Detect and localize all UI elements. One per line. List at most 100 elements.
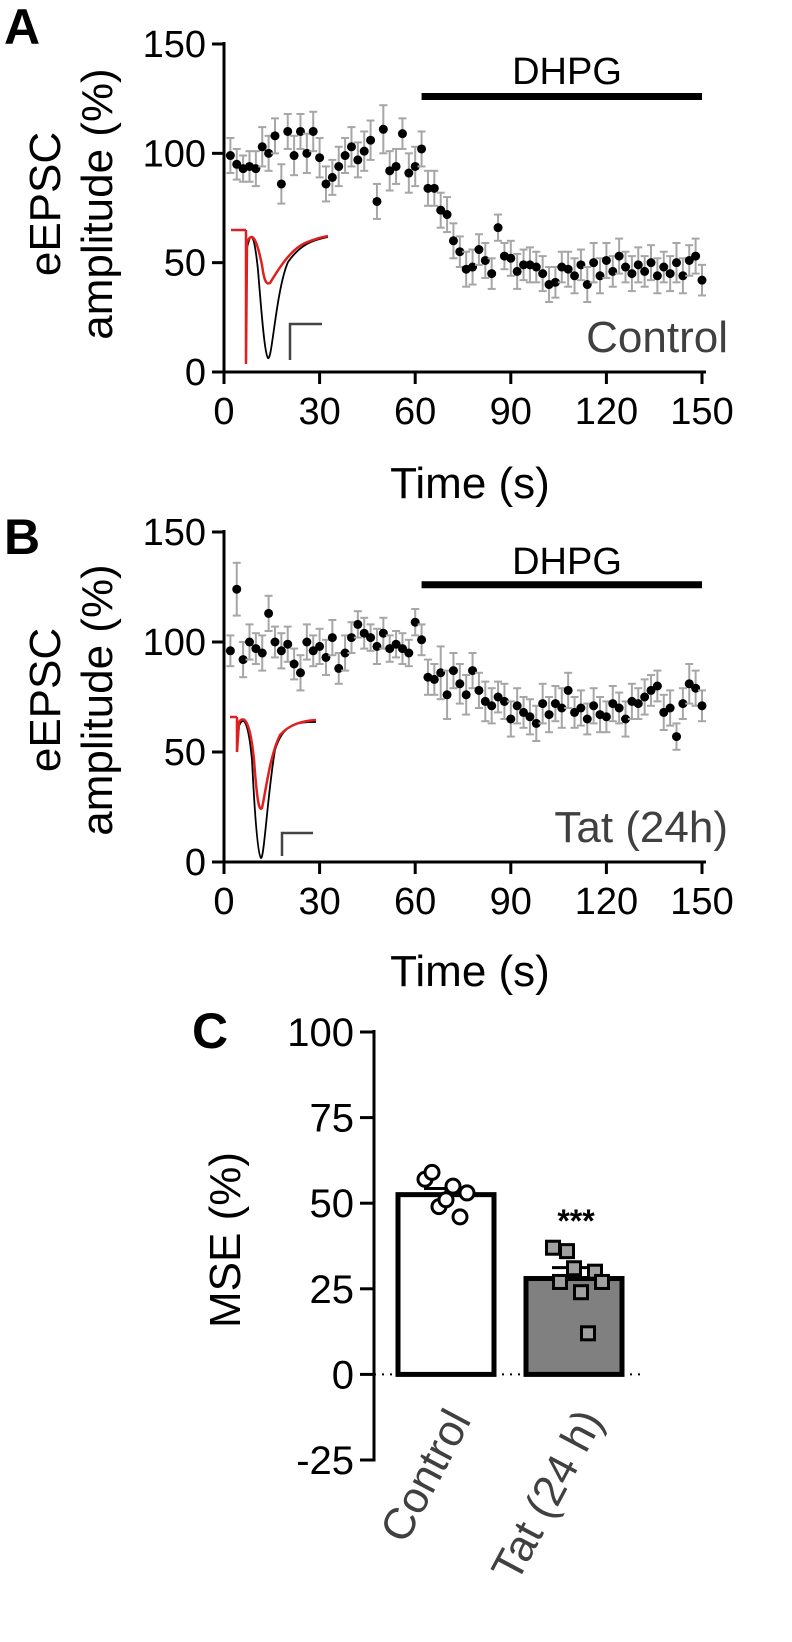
condition-label-b: Tat (24h) — [554, 803, 728, 852]
data-point-a — [589, 258, 599, 268]
data-point-b — [659, 707, 669, 717]
x-tick-label-a: 0 — [213, 391, 234, 433]
y-axis-title-a-line2: amplitude (%) — [73, 68, 122, 339]
inset-scalebar-a — [288, 322, 322, 360]
individual-point-tat — [573, 1284, 589, 1301]
data-point-a — [366, 135, 376, 145]
panel-c: C MSE (%) -25 0 25 50 75 100 *** Control Tat … — [192, 1003, 645, 1589]
data-point-a — [359, 146, 369, 156]
inset-scalebar-b — [280, 831, 313, 856]
data-point-b — [601, 712, 611, 722]
inset-trace-baseline-a — [245, 230, 329, 363]
x-axis-title-a: Time (s) — [390, 459, 550, 508]
data-point-b — [283, 639, 293, 649]
bar-control — [395, 1192, 497, 1377]
data-point-b — [417, 635, 427, 645]
x-axis-title-b: Time (s) — [390, 947, 550, 996]
data-point-a — [691, 251, 701, 261]
category-label-tat: Tat (24 h) — [482, 1402, 613, 1589]
data-point-b — [646, 685, 656, 695]
inset-trace-baseline-b — [236, 717, 317, 859]
y-tick-label-c: 100 — [287, 1011, 354, 1055]
data-point-a — [410, 161, 420, 171]
y-tick-label-c: 25 — [310, 1268, 355, 1312]
data-point-a — [595, 271, 605, 281]
data-point-a — [321, 179, 331, 189]
data-point-a — [550, 277, 560, 287]
data-point-b — [525, 712, 535, 722]
data-point-b — [506, 714, 516, 724]
data-point-a — [289, 151, 299, 161]
data-point-b — [519, 707, 529, 717]
data-point-b — [410, 617, 420, 627]
drug-label-b: DHPG — [512, 541, 622, 583]
data-point-a — [436, 205, 446, 215]
y-tick-label-b: 100 — [143, 622, 206, 664]
data-point-b — [238, 655, 248, 665]
x-tick-label-b: 150 — [670, 881, 733, 923]
data-point-b — [346, 633, 356, 643]
data-point-b — [582, 714, 592, 724]
individual-point-tat — [580, 1325, 596, 1342]
x-tick-label-a: 120 — [575, 391, 638, 433]
data-point-a — [257, 142, 267, 152]
drug-label-a: DHPG — [512, 51, 622, 93]
data-point-a — [276, 179, 286, 189]
data-point-b — [589, 701, 599, 711]
data-point-a — [353, 155, 363, 165]
data-point-b — [429, 674, 439, 684]
data-point-b — [397, 644, 407, 654]
data-point-a — [251, 164, 261, 174]
data-point-b — [366, 633, 376, 643]
y-tick-label-b: 150 — [143, 512, 206, 554]
data-point-a — [570, 271, 580, 281]
data-point-b — [295, 668, 305, 678]
y-tick-label-a: 50 — [164, 243, 206, 285]
data-point-a — [487, 269, 497, 279]
data-point-b — [614, 703, 624, 713]
y-axis-title-c: MSE (%) — [201, 1152, 250, 1328]
significance-marker: *** — [557, 1203, 595, 1239]
data-point-a — [652, 271, 662, 281]
data-point-a — [283, 126, 293, 136]
data-point-b — [385, 644, 395, 654]
data-point-b — [251, 644, 261, 654]
data-point-b — [302, 637, 312, 647]
data-point-b — [684, 679, 694, 689]
data-point-a — [627, 269, 637, 279]
axes-c: -25 0 25 50 75 100 — [287, 1011, 645, 1483]
category-label-control: Control — [371, 1402, 481, 1550]
data-point-b — [550, 699, 560, 709]
data-point-a — [448, 236, 458, 246]
data-point-a — [455, 247, 465, 257]
data-point-a — [315, 153, 325, 163]
data-point-a — [295, 126, 305, 136]
data-point-a — [480, 255, 490, 265]
data-point-a — [614, 251, 624, 261]
data-point-a — [232, 159, 242, 169]
data-point-b — [633, 699, 643, 709]
data-point-b — [436, 668, 446, 678]
panel-letter-b: B — [4, 509, 40, 565]
panel-a: A eEPSC amplitude (%) Time (s) DHPG Cont… — [4, 0, 734, 508]
data-point-a — [563, 264, 573, 274]
data-point-b — [608, 699, 618, 709]
y-tick-label-c: 0 — [332, 1353, 354, 1397]
data-point-a — [385, 166, 395, 176]
data-point-a — [659, 262, 669, 272]
data-point-b — [359, 628, 369, 638]
data-point-b — [225, 646, 235, 656]
data-point-a — [582, 280, 592, 290]
individual-point-control — [437, 1191, 455, 1209]
data-point-b — [372, 641, 382, 651]
axes-a: 0 30 60 90 120 150 0 50 100 150 — [143, 24, 734, 433]
y-axis-title-a-line1: eEPSC — [21, 132, 70, 276]
data-point-b — [353, 619, 363, 629]
inset-trace-tat-b — [235, 717, 317, 810]
data-point-b — [321, 652, 331, 662]
data-point-a — [404, 168, 414, 178]
data-point-b — [678, 699, 688, 709]
individual-point-tat — [545, 1239, 561, 1256]
y-tick-label-c: 50 — [310, 1182, 355, 1226]
data-point-b — [442, 690, 452, 700]
